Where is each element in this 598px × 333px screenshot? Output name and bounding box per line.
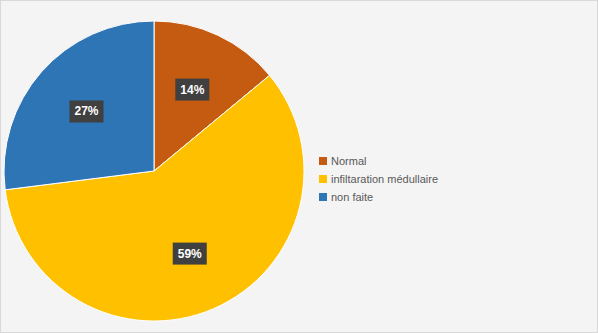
html-text:infiltaration médullaire: infiltaration médullaire — [331, 173, 438, 185]
svg-text:59%: 59% — [178, 247, 202, 261]
svg-text:14%: 14% — [180, 83, 204, 97]
svg-text:27%: 27% — [74, 104, 98, 118]
html-text:non faite: non faite — [331, 191, 374, 203]
html-text:Normal: Normal — [331, 155, 367, 167]
